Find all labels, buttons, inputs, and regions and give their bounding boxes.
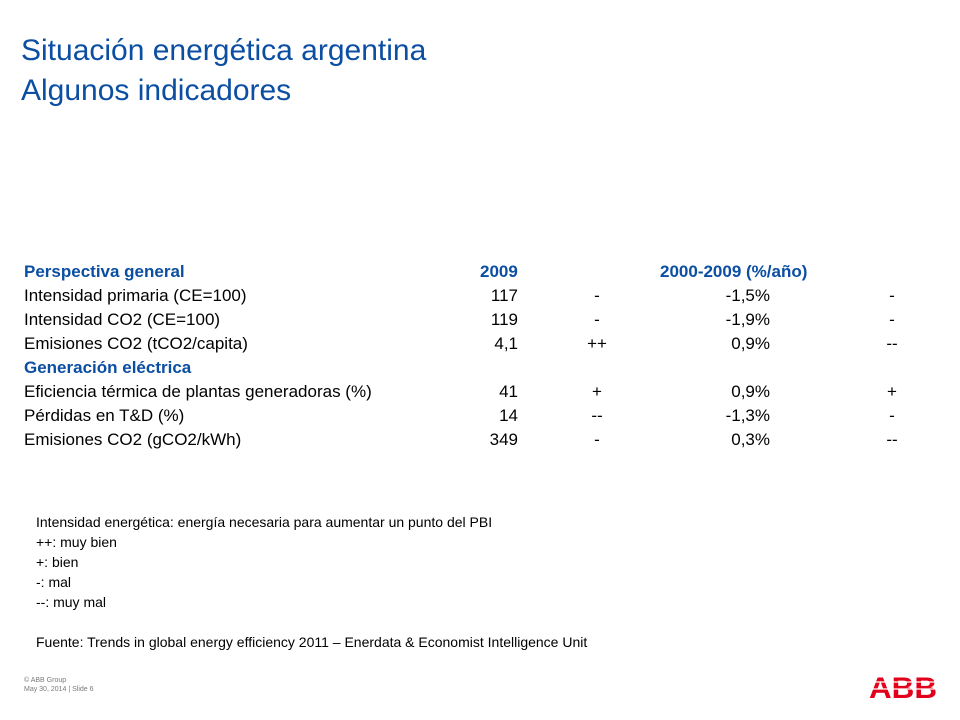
row-rating-2009: --	[591, 406, 603, 425]
row-change: -1,9%	[725, 310, 770, 329]
header-year: 2009	[480, 262, 518, 281]
table-row: Eficiencia térmica de plantas generadora…	[24, 380, 924, 404]
legend-notes: Intensidad energética: energía necesaria…	[36, 512, 492, 612]
row-rating-change: -	[889, 310, 895, 329]
row-rating-2009: +	[592, 382, 602, 401]
row-rating-2009: -	[594, 286, 600, 305]
abb-logo: ABB	[869, 672, 937, 702]
header-period: 2000-2009 (%/año)	[660, 262, 808, 281]
row-value: 41	[499, 382, 518, 401]
row-rating-change: +	[887, 382, 897, 401]
row-rating-2009: ++	[587, 334, 607, 353]
header-perspectiva-general: Perspectiva general	[24, 262, 185, 281]
row-change: 0,9%	[731, 334, 770, 353]
row-value: 349	[489, 430, 518, 449]
row-value: 14	[499, 406, 518, 425]
note-bad: -: mal	[36, 574, 71, 590]
source-note: Fuente: Trends in global energy efficien…	[36, 634, 588, 650]
table-row: Emisiones CO2 (gCO2/kWh) 349 - 0,3% --	[24, 428, 924, 452]
row-rating-2009: -	[594, 310, 600, 329]
table-row: Emisiones CO2 (tCO2/capita) 4,1 ++ 0,9% …	[24, 332, 924, 356]
row-rating-change: -	[889, 286, 895, 305]
row-label: Emisiones CO2 (tCO2/capita)	[24, 334, 248, 353]
row-rating-2009: -	[594, 430, 600, 449]
section-generacion-electrica: Generación eléctrica	[24, 358, 192, 377]
row-label: Intensidad primaria (CE=100)	[24, 286, 247, 305]
footer-copyright: © ABB Group	[24, 677, 67, 684]
indicators-table: Perspectiva general 2009 2000-2009 (%/añ…	[24, 260, 924, 452]
footer-date-slide: May 30, 2014 | Slide 6	[24, 686, 94, 693]
row-rating-change: --	[886, 430, 898, 449]
note-very-bad: --: muy mal	[36, 594, 106, 610]
note-definition: Intensidad energética: energía necesaria…	[36, 514, 493, 530]
row-change: 0,3%	[731, 430, 770, 449]
section-header-row: Generación eléctrica	[24, 356, 924, 380]
row-rating-change: --	[886, 334, 898, 353]
row-rating-change: -	[889, 406, 895, 425]
row-label: Emisiones CO2 (gCO2/kWh)	[24, 430, 242, 449]
row-change: -1,5%	[725, 286, 770, 305]
note-very-good: ++: muy bien	[36, 534, 117, 550]
slide-subtitle: Algunos indicadores	[21, 74, 292, 107]
row-label: Intensidad CO2 (CE=100)	[24, 310, 221, 329]
row-label: Eficiencia térmica de plantas generadora…	[24, 382, 372, 401]
svg-text:ABB: ABB	[869, 672, 937, 702]
table-row: Intensidad primaria (CE=100) 117 - -1,5%…	[24, 284, 924, 308]
table-header-row: Perspectiva general 2009 2000-2009 (%/añ…	[24, 260, 924, 284]
row-change: 0,9%	[731, 382, 770, 401]
row-value: 4,1	[494, 334, 518, 353]
note-good: +: bien	[36, 554, 79, 570]
table-row: Pérdidas en T&D (%) 14 -- -1,3% -	[24, 404, 924, 428]
row-value: 119	[490, 310, 518, 329]
slide-footer: © ABB Group May 30, 2014 | Slide 6	[24, 676, 94, 694]
slide-title: Situación energética argentina	[21, 34, 427, 67]
row-value: 117	[490, 286, 518, 305]
row-label: Pérdidas en T&D (%)	[24, 406, 185, 425]
table-row: Intensidad CO2 (CE=100) 119 - -1,9% -	[24, 308, 924, 332]
row-change: -1,3%	[725, 406, 770, 425]
